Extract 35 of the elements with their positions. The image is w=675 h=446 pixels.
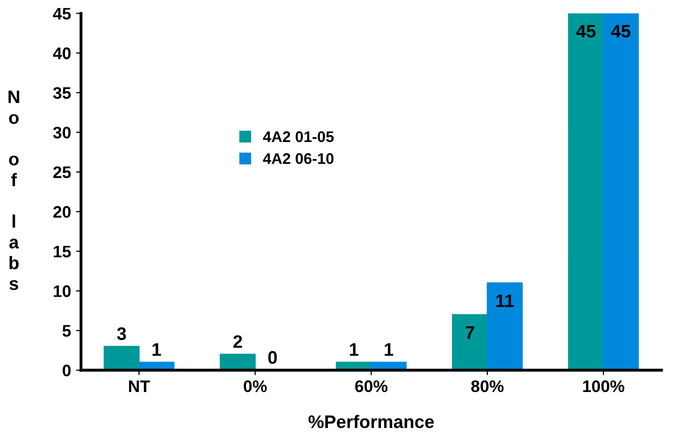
x-tick-label: 60% — [355, 380, 388, 392]
y-tick-label: 35 — [53, 87, 71, 99]
data-label: 0 — [268, 351, 277, 364]
data-label: 1 — [384, 343, 394, 356]
data-label: 3 — [117, 327, 126, 340]
y-tick-label: 30 — [53, 126, 71, 139]
y-tick-label: 40 — [52, 47, 71, 60]
y-tick-label: 15 — [54, 246, 71, 258]
data-label: 7 — [466, 326, 474, 339]
x-tick-label: 100% — [583, 380, 624, 392]
bar — [452, 314, 488, 370]
data-label: 1 — [152, 343, 161, 356]
y-tick-label: 20 — [53, 206, 71, 218]
bar — [486, 282, 523, 370]
legend-label: 4A2 06-10 — [263, 153, 334, 164]
data-label: 45 — [576, 24, 596, 38]
text: No of labs — [8, 90, 20, 290]
x-tick-label: NT — [129, 380, 150, 392]
bar — [568, 13, 604, 370]
data-label: 11 — [496, 294, 514, 307]
data-label: 1 — [350, 343, 358, 356]
y-tick-label: 25 — [53, 166, 71, 178]
data-label: 2 — [233, 335, 242, 348]
legend-label: 4A2 01-05 — [263, 131, 334, 142]
bar — [602, 13, 639, 370]
y-tick-label: 5 — [62, 325, 71, 337]
x-tick-label: 0% — [244, 380, 267, 392]
bar — [220, 354, 256, 370]
y-tick-label: 0 — [62, 364, 71, 376]
x-tick-label: 80% — [471, 380, 504, 392]
bar — [104, 346, 140, 370]
x-axis-title: %Performance — [308, 414, 434, 428]
data-label: 45 — [611, 24, 630, 38]
y-tick-label: 10 — [54, 285, 71, 298]
y-tick-label: 45 — [52, 8, 71, 20]
